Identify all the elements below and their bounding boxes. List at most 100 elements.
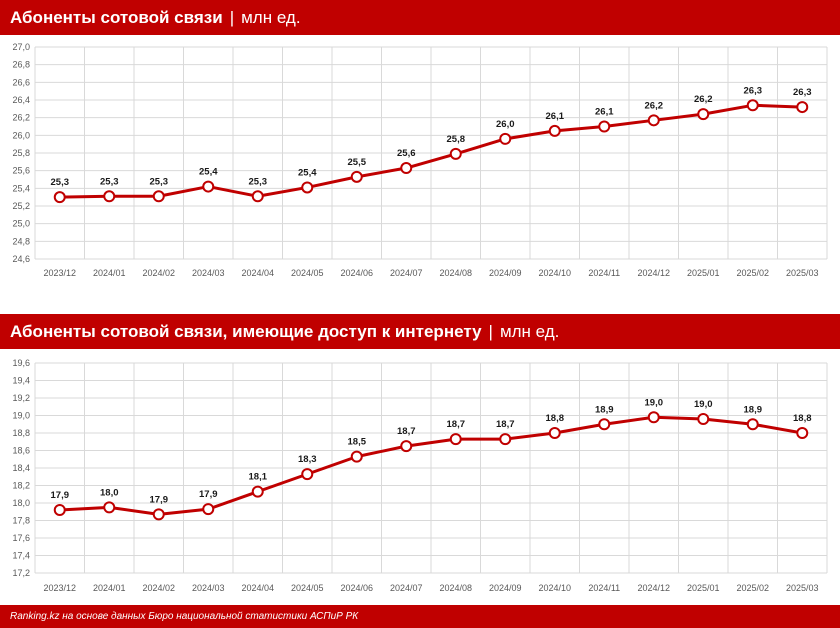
chart2-data-label: 17,9	[51, 490, 70, 501]
chart1-data-point	[746, 99, 759, 112]
chart1-data-point	[152, 190, 165, 203]
chart2-x-tick-label: 2024/03	[192, 583, 225, 593]
chart2-x-tick-label: 2025/01	[687, 583, 720, 593]
chart1-data-label: 26,0	[496, 119, 515, 130]
chart2-x-tick-label: 2024/05	[291, 583, 324, 593]
chart2-header: Абоненты сотовой связи, имеющие доступ к…	[0, 314, 840, 349]
chart1-x-tick-label: 2024/09	[489, 268, 522, 278]
chart1-separator: |	[229, 7, 235, 27]
source-footer: Ranking.kz на основе данных Бюро национа…	[0, 605, 840, 628]
chart1-y-tick-label: 27,0	[12, 42, 30, 52]
chart2-y-tick-label: 18,0	[12, 498, 30, 508]
chart1-data-label: 25,6	[397, 148, 416, 159]
chart1-data-label: 26,2	[645, 100, 664, 111]
chart1-data-label: 25,3	[249, 176, 268, 187]
chart2-data-point	[598, 418, 611, 431]
chart2-data-point	[499, 433, 512, 446]
chart2-data-point	[647, 411, 660, 424]
chart2-grid	[34, 362, 828, 574]
chart2-data-point	[746, 418, 759, 431]
chart1-data-point	[598, 120, 611, 133]
chart2-y-tick-label: 18,4	[12, 463, 30, 473]
chart1-title: Абоненты сотовой связи	[10, 7, 223, 27]
chart1-data-label: 25,3	[100, 176, 119, 187]
chart1-y-tick-label: 26,2	[12, 113, 30, 123]
chart2-data-point	[103, 501, 116, 514]
chart2-x-tick-label: 2024/07	[390, 583, 423, 593]
chart2-data-point	[400, 440, 413, 453]
chart1-data-point	[350, 170, 363, 183]
chart1-data-label: 26,3	[793, 87, 812, 98]
chart1-data-label: 26,3	[744, 85, 763, 96]
chart1-data-point	[647, 114, 660, 127]
chart1-y-tick-label: 25,8	[12, 148, 30, 158]
chart1-data-label: 26,2	[694, 94, 713, 105]
chart2-x-tick-label: 2024/08	[439, 583, 472, 593]
chart2-y-tick-label: 17,4	[12, 551, 30, 561]
chart1-x-tick-label: 2025/02	[736, 268, 769, 278]
chart1-x-tick-label: 2024/10	[538, 268, 571, 278]
chart2-unit: млн ед.	[499, 321, 560, 341]
chart1-plot: 24,6 24,8 25,0 25,2 25,4 25,6 25,8 26,0 26,2 26,4…	[12, 42, 828, 278]
chart1-series-line	[59, 103, 803, 199]
chart2-data-point	[202, 503, 215, 516]
chart2-x-tick-label: 2024/02	[142, 583, 175, 593]
chart1-data-label: 25,3	[51, 177, 70, 188]
chart1-x-tick-label: 2024/06	[340, 268, 373, 278]
chart2-data-label: 19,0	[694, 399, 713, 410]
chart1-data-label: 25,4	[298, 167, 317, 178]
chart2-y-tick-label: 17,2	[12, 568, 30, 578]
chart1-y-tick-label: 26,6	[12, 77, 30, 87]
chart1-y-tick-label: 25,6	[12, 166, 30, 176]
chart1-header: Абоненты сотовой связи | млн ед.	[0, 0, 840, 35]
chart1-data-label: 26,1	[595, 107, 614, 118]
chart1-data-point	[103, 190, 116, 203]
chart2-x-tick-label: 2025/02	[736, 583, 769, 593]
chart2-x-tick-label: 2024/10	[538, 583, 571, 593]
chart2-data-label: 18,8	[546, 413, 565, 424]
chart1-y-tick-label: 25,0	[12, 219, 30, 229]
chart2-x-tick-label: 2025/03	[786, 583, 819, 593]
chart2-data-label: 18,1	[249, 472, 268, 483]
chart2-y-tick-label: 17,6	[12, 533, 30, 543]
chart2-y-tick-label: 18,6	[12, 446, 30, 456]
chart2-data-label: 18,7	[496, 419, 515, 430]
chart2-separator: |	[488, 321, 493, 341]
chart1-data-point	[202, 180, 215, 193]
chart1-x-tick-label: 2024/07	[390, 268, 423, 278]
chart2-data-label: 19,0	[645, 397, 664, 408]
chart1-x-tick-label: 2024/12	[637, 268, 670, 278]
chart1-x-tick-label: 2024/11	[588, 268, 620, 278]
chart2-data-label: 18,8	[793, 413, 812, 424]
chart2-data-label: 18,3	[298, 454, 317, 465]
chart2-data-point	[152, 508, 165, 521]
chart2-data-point	[251, 485, 264, 498]
chart2-data-point	[796, 427, 809, 439]
chart2-x-tick-label: 2023/12	[43, 583, 76, 593]
chart1-unit: млн ед.	[241, 7, 301, 27]
chart2-data-label: 18,5	[348, 437, 367, 448]
chart1-data-point	[499, 132, 512, 145]
chart2-data-label: 18,0	[100, 487, 119, 498]
chart2-data-point	[350, 450, 363, 463]
chart1-x-tick-label: 2024/04	[241, 268, 274, 278]
chart1-data-point	[400, 162, 413, 175]
chart2-title: Абоненты сотовой связи, имеющие доступ к…	[10, 321, 482, 341]
chart1-x-tick-label: 2024/03	[192, 268, 225, 278]
chart1-data-point	[53, 191, 66, 204]
chart2-y-tick-label: 18,8	[12, 428, 30, 438]
chart1-data-point	[251, 190, 264, 203]
chart1-data-label: 26,1	[546, 111, 565, 122]
chart2-plot: 17,2 17,4 17,6 17,8 18,0 18,2 18,4 18,6 18,8 19,0…	[12, 358, 828, 593]
chart2-y-tick-label: 17,8	[12, 516, 30, 526]
chart2-x-tick-label: 2024/06	[340, 583, 373, 593]
chart2-data-point	[301, 468, 314, 481]
chart2-y-tick-label: 19,4	[12, 376, 30, 386]
chart1-data-label: 25,4	[199, 167, 218, 178]
chart1-data-label: 25,3	[150, 176, 169, 187]
chart2-data-label: 18,7	[397, 426, 416, 437]
chart1-y-tick-label: 26,0	[12, 130, 30, 140]
chart1-x-tick-label: 2024/01	[93, 268, 126, 278]
chart1-data-point	[449, 147, 462, 160]
chart1-y-tick-label: 24,8	[12, 236, 30, 246]
